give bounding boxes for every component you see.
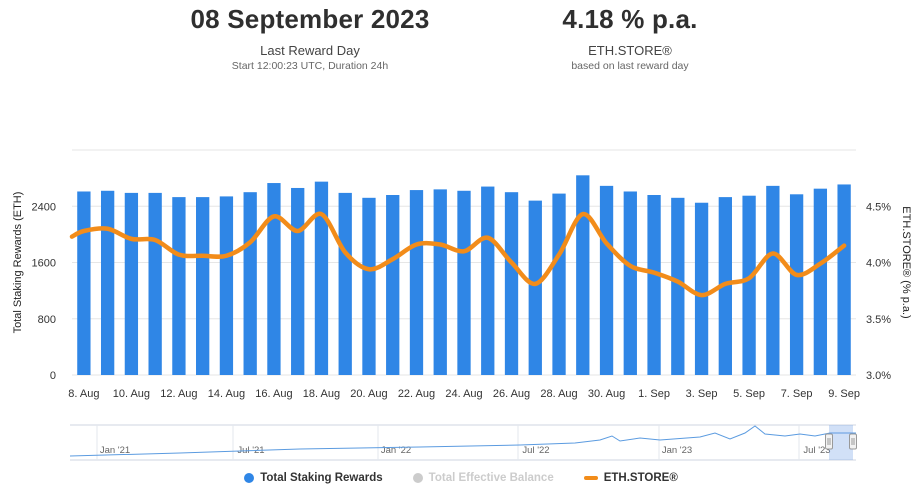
bar[interactable]: [148, 192, 162, 375]
last-reward-day-stat: 08 September 2023 Last Reward Day Start …: [150, 4, 470, 72]
x-tick-label: 12. Aug: [160, 388, 197, 400]
bar[interactable]: [314, 181, 329, 375]
apr-label: ETH.STORE®: [588, 43, 672, 58]
navigator-label: Jan '21: [100, 445, 130, 456]
legend-item-effective-balance[interactable]: Total Effective Balance: [412, 472, 554, 484]
y-left-tick-label: 2400: [32, 201, 56, 213]
y-right-tick-label: 4.5%: [866, 201, 891, 213]
legend-label: ETH.STORE®: [603, 472, 678, 484]
bar[interactable]: [647, 195, 661, 375]
navigator-label: Jan '22: [381, 445, 411, 456]
x-tick-label: 26. Aug: [493, 388, 530, 400]
navigator-handle[interactable]: [849, 433, 857, 450]
legend-dot-icon: [412, 473, 423, 483]
legend-label: Total Staking Rewards: [260, 472, 383, 484]
bar[interactable]: [124, 192, 139, 375]
y-left-tick-label: 1600: [32, 258, 56, 270]
bar-series: [77, 175, 851, 375]
bar[interactable]: [552, 193, 566, 375]
reward-date-label: Last Reward Day: [260, 43, 360, 58]
x-tick-label: 28. Aug: [540, 388, 577, 400]
bar[interactable]: [433, 189, 447, 375]
x-tick-label: 14. Aug: [208, 388, 245, 400]
navigator[interactable]: Jan '21 Jul '21 Jan '22 Jul '22 Jan '23 Jul '…: [69, 424, 857, 461]
navigator-series: [69, 425, 856, 457]
legend-dot-icon: [244, 473, 255, 483]
bar[interactable]: [196, 197, 210, 375]
navigator-handle[interactable]: [825, 433, 833, 450]
x-tick-label: 30. Aug: [588, 388, 625, 400]
x-tick-label: 8. Aug: [68, 388, 99, 400]
legend-line-icon: [583, 476, 598, 480]
bar[interactable]: [267, 183, 281, 375]
bar[interactable]: [528, 200, 542, 375]
bar[interactable]: [172, 197, 186, 375]
eth-store-line[interactable]: [69, 211, 847, 298]
rewards-chart: 0 800 1600 2400 3.0% 3.5% 4.0% 4.5% 8. Aug 10. Au…: [12, 149, 912, 461]
apr-sub: based on last reward day: [571, 60, 689, 72]
bar[interactable]: [766, 185, 780, 375]
reward-date: 08 September 2023: [190, 4, 430, 34]
reward-date-sub: Start 12:00:23 UTC, Duration 24h: [231, 60, 389, 72]
bar[interactable]: [243, 192, 257, 375]
bar[interactable]: [504, 192, 519, 375]
line-series: [69, 211, 847, 298]
bar[interactable]: [694, 202, 709, 375]
bar[interactable]: [481, 186, 495, 375]
bar[interactable]: [813, 188, 828, 375]
x-tick-label: 20. Aug: [350, 388, 387, 400]
x-tick-label: 16. Aug: [255, 388, 292, 400]
bar[interactable]: [409, 190, 424, 375]
bar[interactable]: [599, 185, 614, 375]
y-left-tick-label: 800: [38, 314, 56, 326]
y-left-tick-label: 0: [50, 370, 56, 382]
x-tick-label: 5. Sep: [733, 388, 765, 400]
legend-item-staking-rewards[interactable]: Total Staking Rewards: [244, 472, 383, 484]
axes: 0 800 1600 2400 3.0% 3.5% 4.0% 4.5% 8. Aug 10. Au…: [12, 192, 912, 400]
y-right-tick-label: 3.5%: [866, 314, 891, 326]
x-tick-label: 9. Sep: [828, 388, 860, 400]
x-tick-label: 18. Aug: [303, 388, 340, 400]
legend: Total Staking Rewards Total Effective Ba…: [0, 472, 922, 484]
bar[interactable]: [77, 191, 91, 375]
bar[interactable]: [219, 196, 234, 375]
x-tick-label: 24. Aug: [445, 388, 482, 400]
navigator-label: Jul '23: [803, 445, 830, 456]
navigator-label: Jul '22: [522, 445, 549, 456]
legend-label: Total Effective Balance: [428, 472, 554, 484]
bar[interactable]: [623, 191, 637, 375]
bar[interactable]: [837, 184, 851, 375]
legend-item-eth-store[interactable]: ETH.STORE®: [583, 472, 678, 484]
bar[interactable]: [789, 194, 804, 375]
bar[interactable]: [576, 175, 590, 375]
navigator-label: Jan '23: [662, 445, 692, 456]
y-right-tick-label: 4.0%: [866, 258, 891, 270]
y-right-tick-label: 3.0%: [866, 370, 891, 382]
eth-store-stat: 4.18 % p.a. ETH.STORE® based on last rew…: [480, 4, 780, 72]
x-tick-label: 10. Aug: [113, 388, 150, 400]
x-tick-label: 3. Sep: [686, 388, 718, 400]
apr-value: 4.18 % p.a.: [562, 4, 698, 34]
bar[interactable]: [100, 190, 115, 375]
x-tick-label: 1. Sep: [638, 388, 670, 400]
bar[interactable]: [291, 187, 305, 375]
y-right-axis-title: ETH.STORE® (% p.a.): [900, 206, 912, 318]
x-tick-label: 7. Sep: [781, 388, 813, 400]
bar[interactable]: [386, 195, 400, 375]
bar[interactable]: [671, 197, 685, 375]
bar[interactable]: [362, 197, 376, 375]
bar[interactable]: [338, 192, 352, 375]
bar[interactable]: [457, 190, 471, 375]
x-tick-label: 22. Aug: [398, 388, 435, 400]
bar[interactable]: [742, 195, 756, 375]
y-left-axis-title: Total Staking Rewards (ETH): [12, 192, 24, 334]
